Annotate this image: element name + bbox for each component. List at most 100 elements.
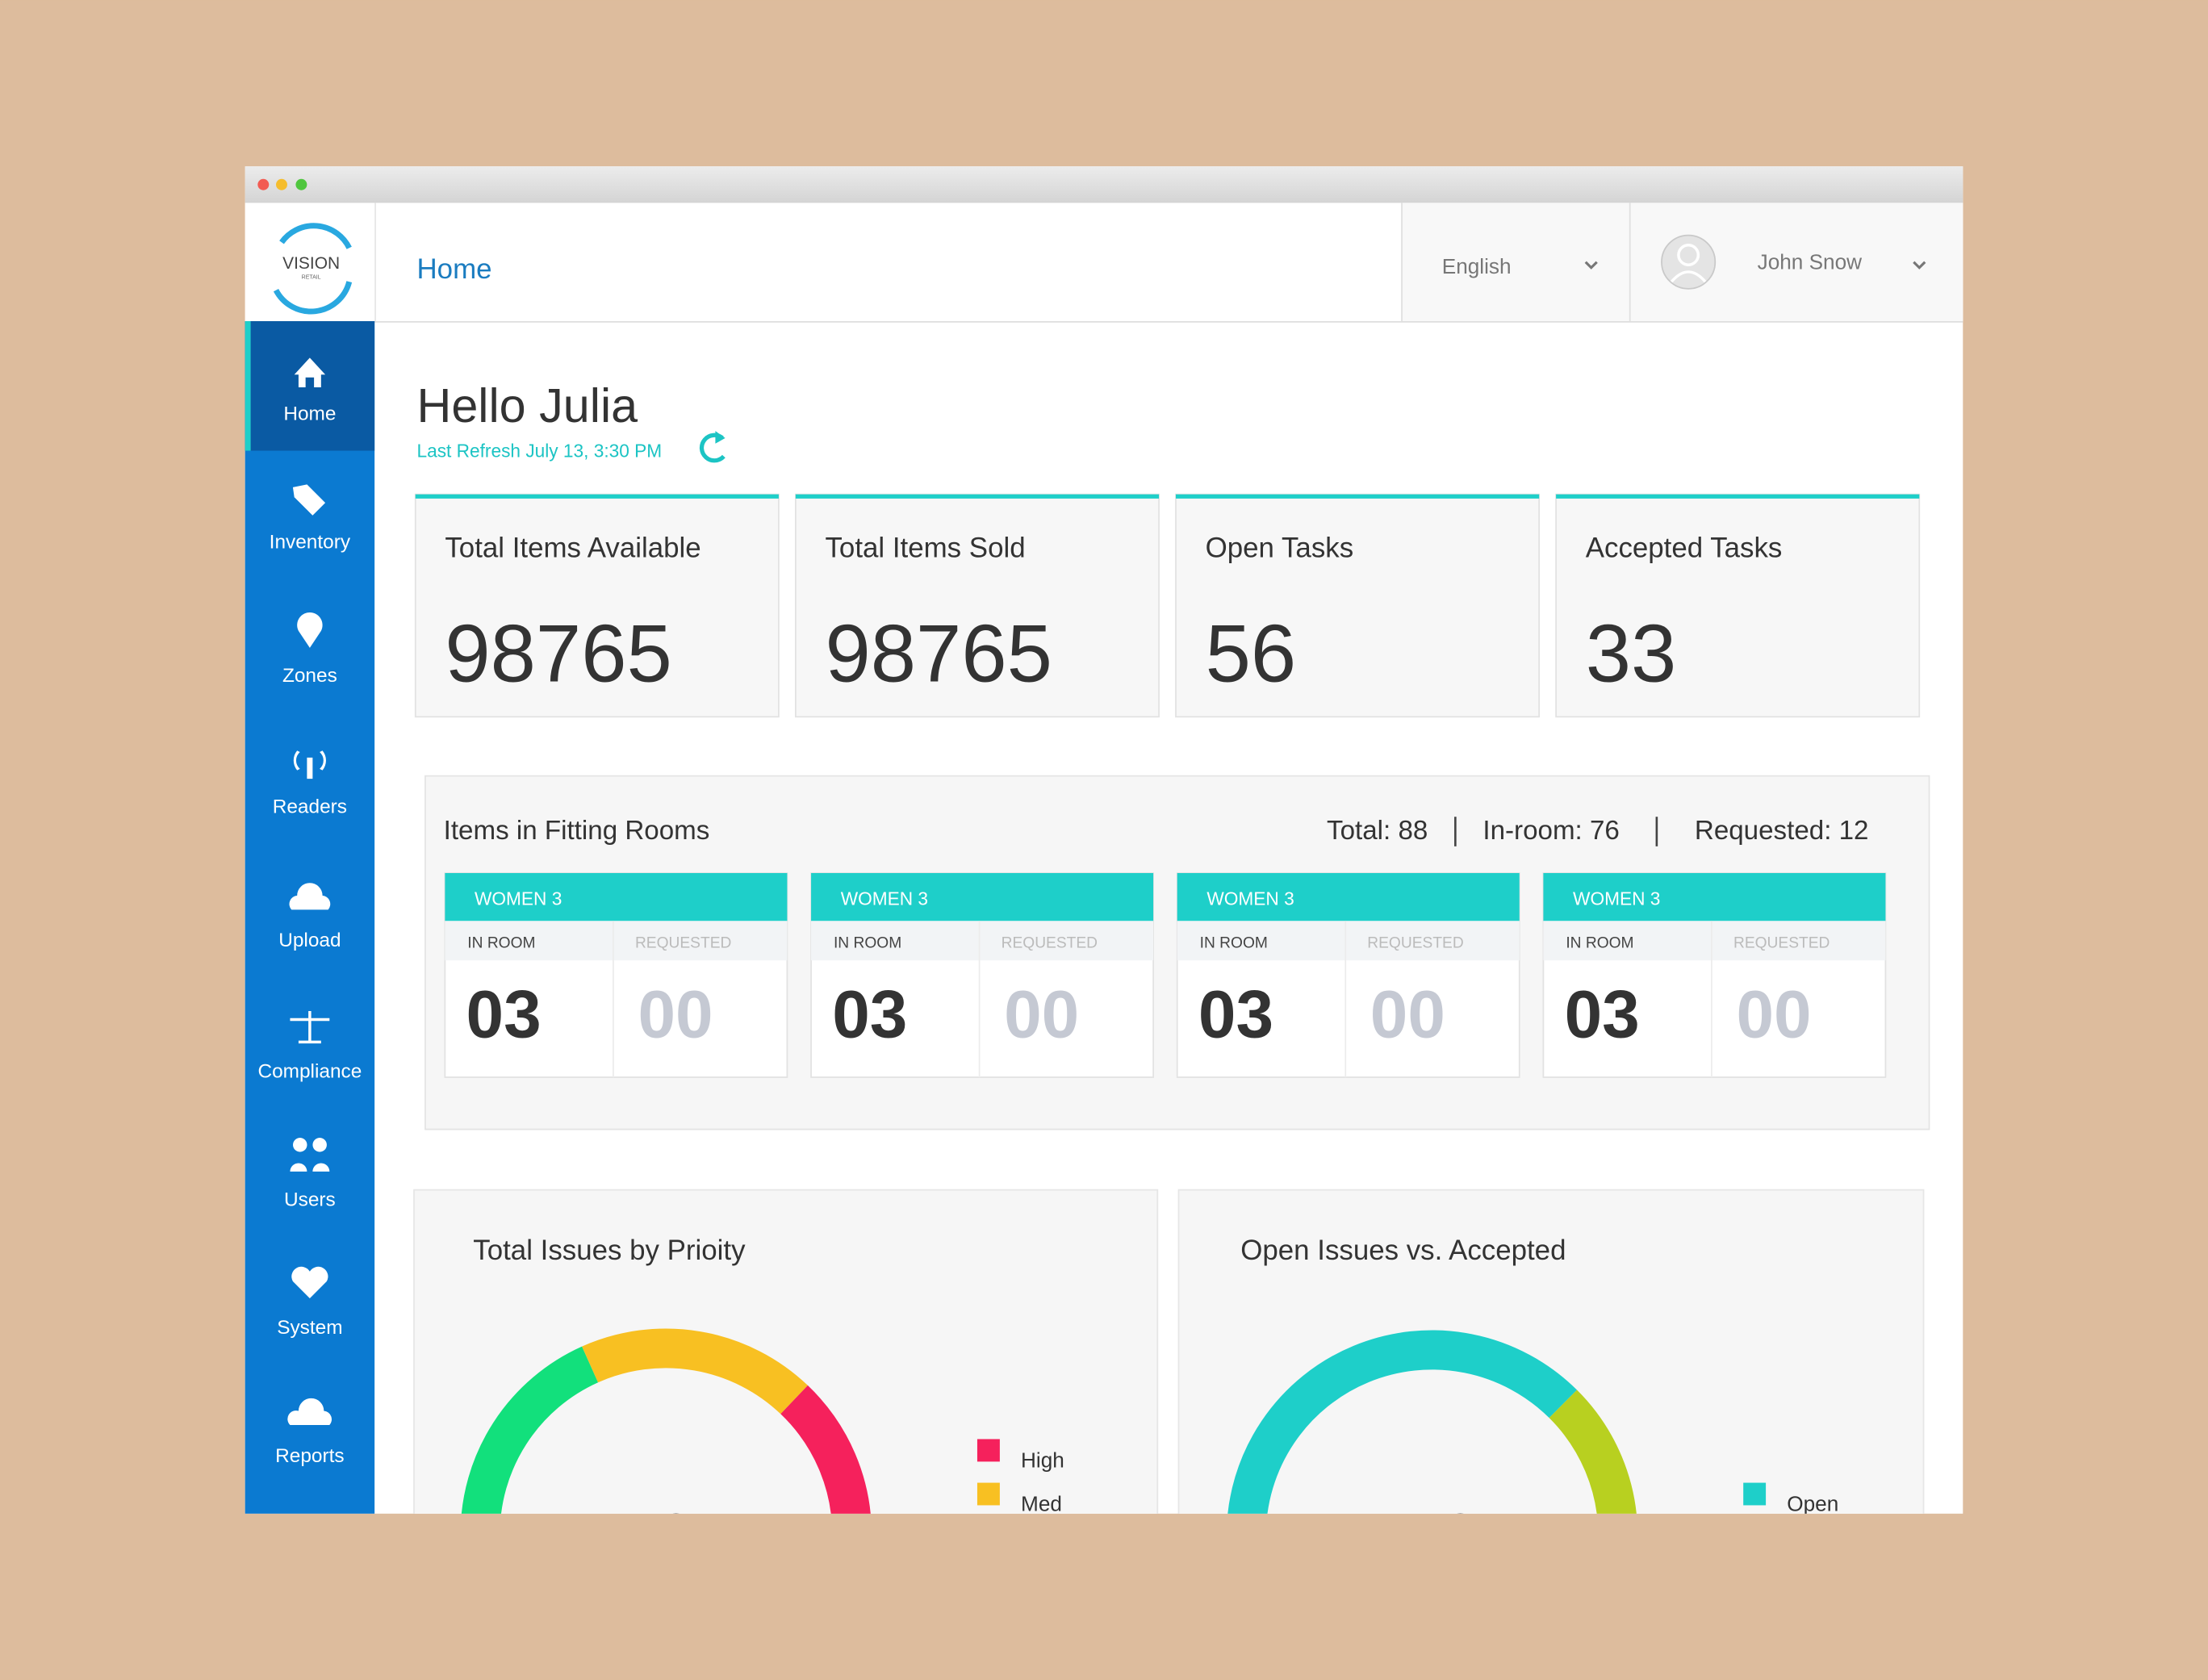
donut-arc: [1227, 1330, 1578, 1514]
refresh-icon[interactable]: [699, 433, 726, 463]
stat-card-accent: [415, 494, 779, 499]
logo-text[interactable]: VISION: [282, 254, 340, 273]
in-room-count: 03: [832, 976, 907, 1051]
requested-count: 00: [1736, 976, 1811, 1051]
nav-label[interactable]: Readers: [273, 796, 347, 817]
chevron[interactable]: [1913, 261, 1926, 270]
nav-label[interactable]: Reports: [275, 1445, 344, 1467]
nav-label[interactable]: Users: [284, 1189, 336, 1210]
room-subheader: [1177, 921, 1520, 961]
zoom-dot[interactable]: [295, 178, 307, 190]
stat-value: 98765: [826, 608, 1052, 699]
title-bar: [245, 166, 1963, 203]
stat-value: 33: [1586, 608, 1677, 699]
nav-label[interactable]: Zones: [282, 665, 337, 687]
requested-count: 00: [1004, 976, 1079, 1051]
column-label: IN ROOM: [1200, 935, 1268, 952]
column-label: REQUESTED: [635, 935, 731, 952]
donut-arc: [1549, 1390, 1637, 1514]
in-room-count: 03: [1565, 976, 1640, 1051]
stat-card: [794, 493, 1160, 718]
stat-card-accent: [795, 494, 1160, 499]
minimize-dot[interactable]: [276, 178, 287, 190]
nav-label[interactable]: System: [277, 1317, 342, 1339]
chart-panel: [1177, 1189, 1925, 1514]
chart-title: Total Issues by Prioity: [473, 1235, 746, 1266]
legend-swatch: [976, 1482, 1000, 1506]
column-label: REQUESTED: [1002, 935, 1098, 952]
stat-cards: Total Items Available 98765 Total Items So…: [414, 493, 1921, 718]
stat-value: 56: [1206, 608, 1297, 699]
in-room-count: 03: [466, 976, 542, 1051]
donut-arc: [582, 1328, 808, 1415]
user-name[interactable]: John Snow: [1758, 250, 1863, 274]
stat-card-accent: [1556, 494, 1920, 499]
donut-center: 150: [1390, 1504, 1474, 1561]
nav-icon[interactable]: [290, 1138, 330, 1172]
logo-ring: [273, 223, 353, 315]
stat-card: [1555, 493, 1921, 718]
stat-card: [1175, 493, 1541, 718]
column-label: IN ROOM: [467, 935, 535, 952]
donut-arc: [461, 1346, 599, 1514]
room-header: [445, 873, 788, 921]
room-subheader: [445, 921, 788, 961]
summary: In-room: 76: [1482, 816, 1619, 846]
nav-icon[interactable]: [297, 612, 323, 648]
requested-count: 00: [638, 976, 713, 1051]
last-refresh: Last Refresh July 13, 3:30 PM: [416, 441, 662, 462]
nav-label[interactable]: Inventory: [270, 531, 351, 553]
nav-label[interactable]: Home: [283, 403, 336, 425]
nav-icon[interactable]: [294, 357, 326, 388]
chevron[interactable]: [1584, 261, 1598, 270]
sidebar-active-marker: [245, 321, 251, 451]
legend-label: Open: [1787, 1492, 1838, 1516]
avatar[interactable]: [1661, 234, 1717, 290]
room-cards: WOMEN 3 IN ROOM REQUESTED 03 00 WOMEN 3 IN ROO…: [444, 872, 1887, 1078]
room-name: WOMEN 3: [475, 888, 562, 909]
room-name: WOMEN 3: [1206, 888, 1294, 909]
page-title: Home: [416, 253, 491, 285]
stat-label: Accepted Tasks: [1586, 532, 1783, 563]
nav-icon[interactable]: [290, 1011, 330, 1044]
nav-icon[interactable]: [287, 1398, 332, 1426]
stat-label: Open Tasks: [1206, 532, 1354, 563]
close-dot[interactable]: [257, 178, 270, 190]
legend-swatch: [1743, 1482, 1767, 1506]
summary: Requested: 12: [1695, 816, 1869, 846]
room-header: [811, 873, 1154, 921]
legend-swatch: [976, 1439, 1000, 1462]
refresh-arrow: [715, 431, 726, 444]
column-label: IN ROOM: [834, 935, 901, 952]
column-label: IN ROOM: [1566, 935, 1633, 952]
room-name: WOMEN 3: [1573, 888, 1660, 909]
stat-label: Total Items Sold: [826, 532, 1026, 563]
stat-value: 98765: [445, 608, 671, 699]
nav-label[interactable]: Upload: [278, 930, 341, 951]
logo-subtext: RETAIL: [302, 274, 321, 280]
stat-card: [414, 493, 780, 718]
nav-icon[interactable]: [289, 883, 331, 910]
legend-label: Med: [1021, 1492, 1062, 1516]
chart-title: Open Issues vs. Accepted: [1240, 1235, 1566, 1266]
nav-label[interactable]: Compliance: [257, 1061, 362, 1083]
sidebar: [245, 321, 375, 1514]
donut-arc: [780, 1385, 871, 1514]
room-subheader: [811, 921, 1154, 961]
language-select[interactable]: English: [1442, 254, 1512, 278]
room-name: WOMEN 3: [841, 888, 928, 909]
summary: Total: 88: [1327, 816, 1428, 846]
sidebar-active: [245, 321, 375, 451]
room-header: [1177, 873, 1520, 921]
legend-label: High: [1021, 1448, 1064, 1473]
browser-window: VISION RETAIL Home English John Snow Hom…: [245, 166, 1963, 1561]
avatar-head: [1677, 244, 1700, 266]
donut-center: 150: [605, 1504, 690, 1561]
stat-card-accent: [1175, 494, 1540, 499]
nav-icon[interactable]: [292, 484, 326, 516]
column-label: REQUESTED: [1733, 935, 1830, 952]
avatar-body: [1670, 270, 1707, 283]
nav-icon[interactable]: [291, 1266, 328, 1298]
nav-icon[interactable]: [293, 750, 326, 779]
